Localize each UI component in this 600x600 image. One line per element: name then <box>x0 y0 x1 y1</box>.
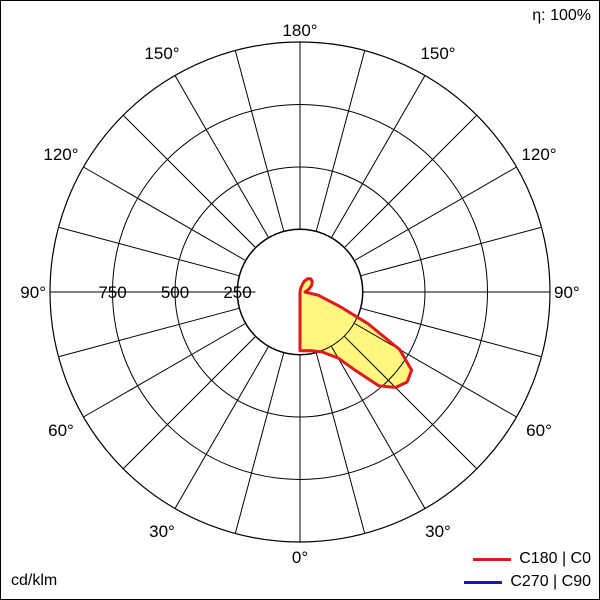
radial-grid-line <box>58 307 240 358</box>
angle-label-right-150: 150° <box>420 44 455 63</box>
radial-grid-line <box>122 114 256 248</box>
radial-grid-line <box>83 166 246 261</box>
curve-fill-c180-c0 <box>300 278 412 388</box>
legend-label: C270 | C90 <box>510 573 591 590</box>
legend-item-c270-c90: C270 | C90 <box>464 573 591 591</box>
angle-label-left-60: 60° <box>48 421 74 440</box>
grid-overlay-line <box>354 323 412 388</box>
radial-grid-line <box>174 75 269 238</box>
legend-item-c180-c0: C180 | C0 <box>473 550 591 568</box>
radial-grid-line <box>122 336 256 470</box>
angle-label-180: 180° <box>282 21 317 40</box>
angle-label-right-60: 60° <box>526 421 552 440</box>
angle-label-90-left: 90° <box>20 283 46 302</box>
radial-grid-line <box>234 50 285 232</box>
angle-label-90-right: 90° <box>554 283 580 302</box>
angle-label-left-30: 30° <box>149 522 175 541</box>
radial-tick-label-500: 500 <box>161 283 189 302</box>
legend-swatch-red <box>473 557 512 561</box>
radial-grid-line <box>234 352 285 534</box>
radial-tick-label-250: 250 <box>223 283 251 302</box>
radial-grid-line <box>315 50 366 232</box>
unit-label: cd/klm <box>11 572 58 589</box>
radial-grid-line <box>83 323 246 418</box>
radial-grid-line <box>331 75 426 238</box>
angle-label-0: 0° <box>292 548 308 567</box>
angle-label-left-150: 150° <box>144 44 179 63</box>
radial-grid-line <box>360 226 542 277</box>
angle-label-right-120: 120° <box>521 145 556 164</box>
radial-grid-line <box>360 307 542 358</box>
curve-line-c180-c0 <box>298 277 414 389</box>
legend-label: C180 | C0 <box>519 550 591 567</box>
radial-grid-line <box>331 346 426 509</box>
angle-label-right-30: 30° <box>425 522 451 541</box>
grid-circle-250 <box>237 229 363 355</box>
radial-grid-line <box>58 226 240 277</box>
angle-label-left-120: 120° <box>43 145 78 164</box>
radial-grid-line <box>174 346 269 509</box>
radial-grid-line <box>344 114 478 248</box>
radial-grid-line <box>315 352 366 534</box>
legend-swatch-blue <box>464 580 503 584</box>
grid-overlay-line <box>344 336 412 388</box>
radial-tick-label-750: 750 <box>98 283 126 302</box>
efficiency-label: η: 100% <box>532 7 591 24</box>
radial-grid-line <box>354 166 517 261</box>
